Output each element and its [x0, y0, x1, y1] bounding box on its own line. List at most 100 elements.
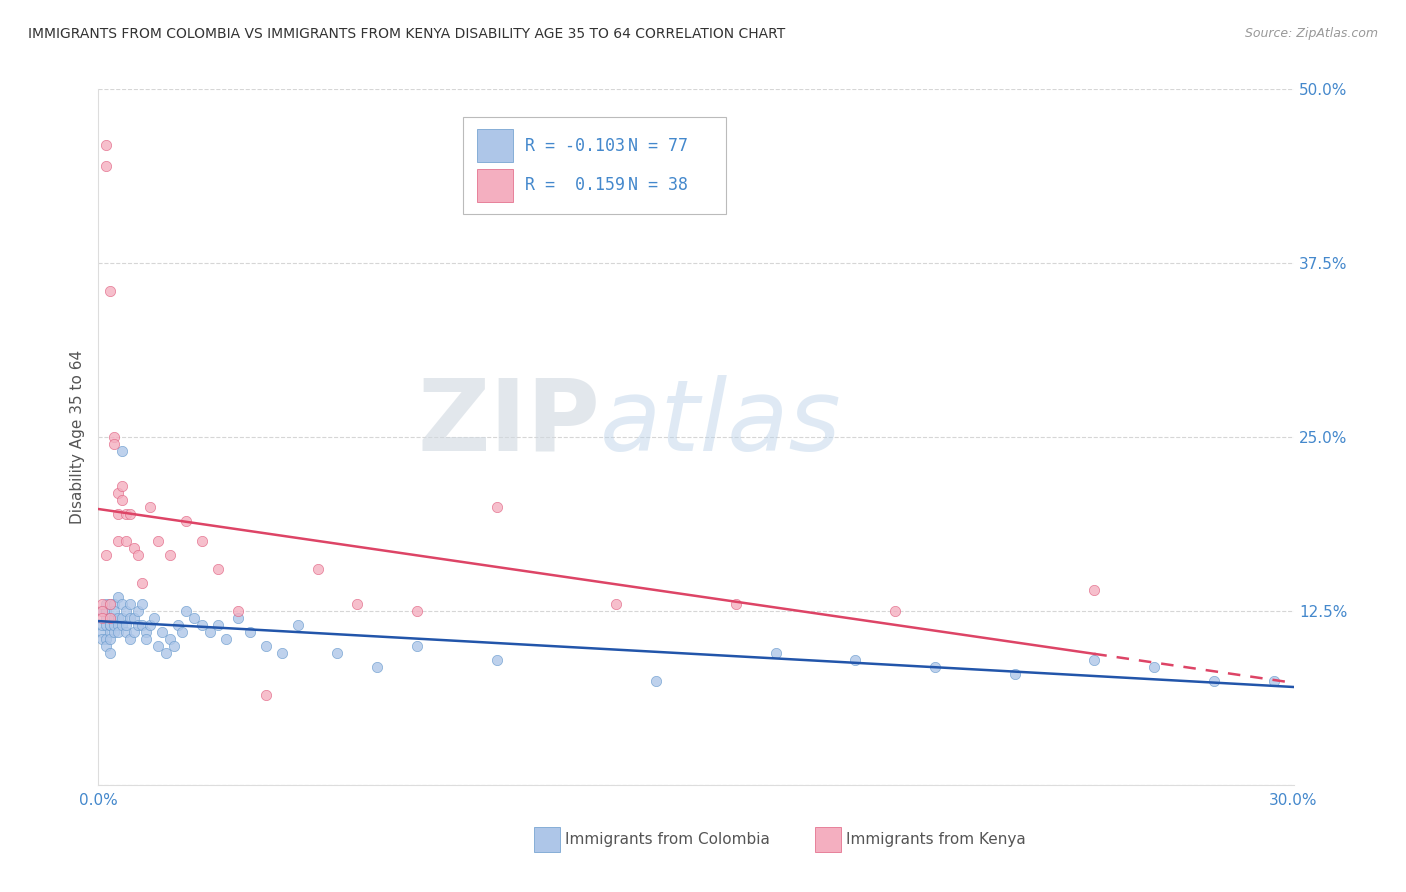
Point — [605, 597, 627, 611]
Point — [226, 611, 249, 625]
Point — [167, 618, 190, 632]
Point — [366, 659, 388, 673]
Point — [924, 659, 946, 673]
Point — [107, 611, 129, 625]
Point — [107, 590, 129, 604]
Point — [98, 618, 122, 632]
Point — [155, 646, 177, 660]
Point — [485, 500, 508, 514]
Text: Immigrants from Colombia: Immigrants from Colombia — [565, 832, 770, 847]
Point — [174, 514, 197, 528]
FancyBboxPatch shape — [463, 117, 725, 214]
Point — [131, 597, 153, 611]
Point — [844, 653, 866, 667]
Point — [103, 618, 125, 632]
Text: IMMIGRANTS FROM COLOMBIA VS IMMIGRANTS FROM KENYA DISABILITY AGE 35 TO 64 CORREL: IMMIGRANTS FROM COLOMBIA VS IMMIGRANTS F… — [28, 27, 786, 41]
Text: Source: ZipAtlas.com: Source: ZipAtlas.com — [1244, 27, 1378, 40]
Text: R =  0.159: R = 0.159 — [524, 177, 626, 194]
Point — [96, 549, 118, 563]
Point — [198, 624, 221, 639]
Point — [724, 597, 747, 611]
Point — [215, 632, 238, 646]
Point — [645, 673, 668, 688]
Point — [159, 549, 181, 563]
Point — [254, 688, 277, 702]
Point — [107, 485, 129, 500]
Point — [139, 618, 162, 632]
Point — [96, 639, 118, 653]
Point — [148, 639, 170, 653]
Point — [98, 611, 122, 625]
Point — [98, 632, 122, 646]
Point — [148, 534, 170, 549]
Point — [111, 492, 134, 507]
Point — [131, 618, 153, 632]
Point — [98, 646, 122, 660]
Point — [91, 604, 114, 618]
Point — [207, 562, 229, 576]
Point — [226, 604, 249, 618]
Point — [124, 624, 146, 639]
Point — [98, 597, 122, 611]
Point — [107, 618, 129, 632]
Point — [127, 549, 149, 563]
Point — [91, 597, 114, 611]
Point — [98, 597, 122, 611]
Point — [103, 624, 125, 639]
Point — [120, 507, 142, 521]
Point — [406, 639, 429, 653]
Text: N = 38: N = 38 — [628, 177, 688, 194]
Point — [135, 632, 157, 646]
Point — [91, 611, 114, 625]
Point — [107, 507, 129, 521]
Point — [98, 284, 122, 298]
Point — [115, 604, 138, 618]
Point — [163, 639, 186, 653]
Point — [91, 618, 114, 632]
Point — [239, 624, 262, 639]
Point — [96, 611, 118, 625]
Point — [107, 624, 129, 639]
Point — [111, 444, 134, 458]
Point — [111, 479, 134, 493]
Y-axis label: Disability Age 35 to 64: Disability Age 35 to 64 — [70, 350, 86, 524]
Point — [103, 604, 125, 618]
Point — [96, 597, 118, 611]
Text: atlas: atlas — [600, 375, 842, 472]
Point — [96, 604, 118, 618]
Point — [143, 611, 166, 625]
Point — [115, 534, 138, 549]
Bar — [477, 128, 513, 162]
Point — [307, 562, 329, 576]
Point — [111, 618, 134, 632]
Point — [96, 159, 118, 173]
Point — [1263, 673, 1285, 688]
Point — [135, 624, 157, 639]
Point — [111, 597, 134, 611]
Point — [406, 604, 429, 618]
Point — [139, 500, 162, 514]
Point — [124, 611, 146, 625]
Point — [124, 541, 146, 556]
Point — [207, 618, 229, 632]
Point — [485, 653, 508, 667]
Text: R = -0.103: R = -0.103 — [524, 136, 626, 154]
Point — [1004, 666, 1026, 681]
Point — [287, 618, 309, 632]
Point — [98, 618, 122, 632]
Bar — [477, 169, 513, 202]
Point — [103, 611, 125, 625]
Text: ZIP: ZIP — [418, 375, 600, 472]
Point — [98, 611, 122, 625]
Point — [127, 618, 149, 632]
Point — [765, 646, 787, 660]
Text: Immigrants from Kenya: Immigrants from Kenya — [846, 832, 1026, 847]
Point — [1143, 659, 1166, 673]
Point — [191, 618, 214, 632]
Point — [91, 604, 114, 618]
Point — [91, 632, 114, 646]
Point — [120, 632, 142, 646]
Point — [115, 618, 138, 632]
Point — [96, 618, 118, 632]
Point — [96, 632, 118, 646]
